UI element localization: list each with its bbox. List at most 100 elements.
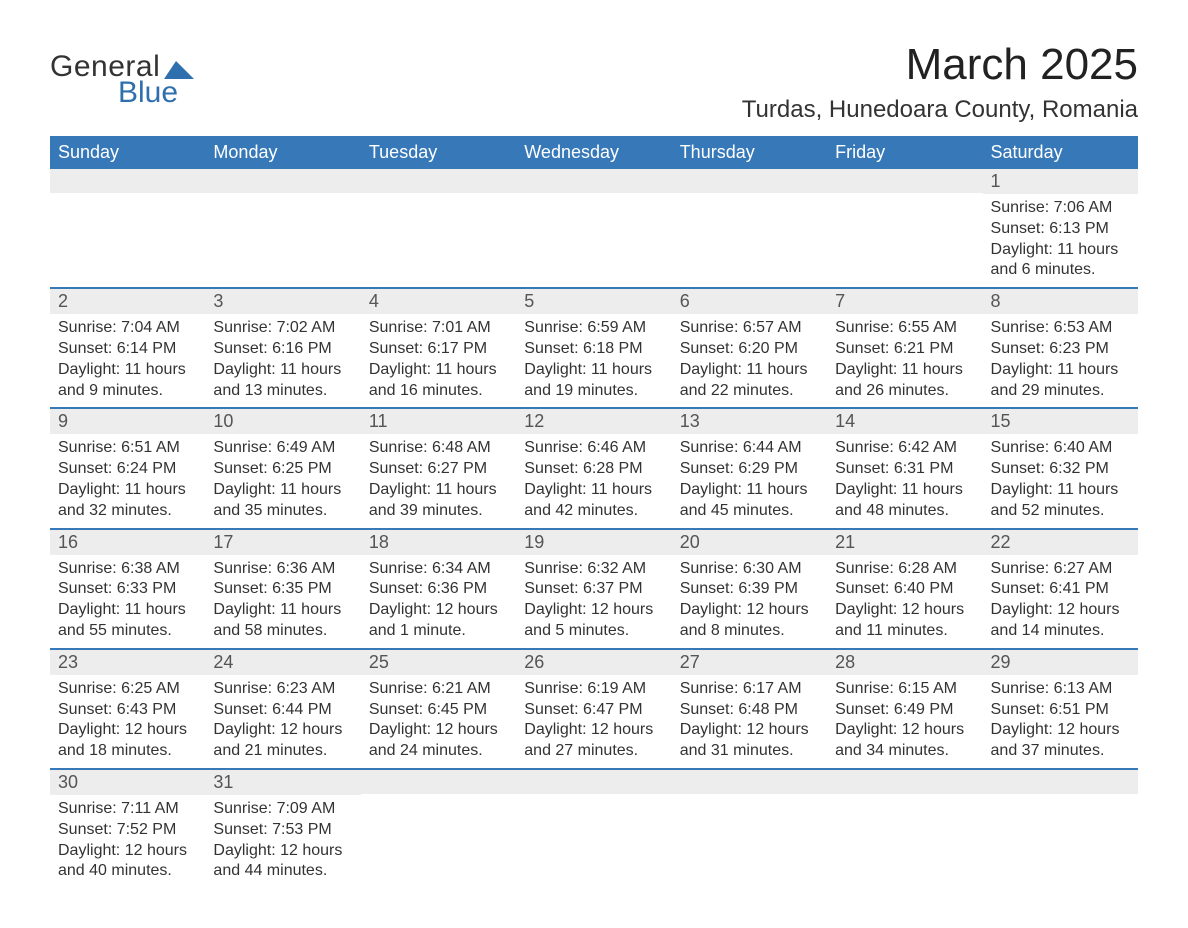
day-data: Sunrise: 7:02 AMSunset: 6:16 PMDaylight:…	[205, 314, 360, 407]
calendar-cell	[827, 169, 982, 288]
calendar-cell: 12Sunrise: 6:46 AMSunset: 6:28 PMDayligh…	[516, 408, 671, 528]
calendar-cell: 19Sunrise: 6:32 AMSunset: 6:37 PMDayligh…	[516, 529, 671, 649]
day-number: 30	[50, 770, 205, 795]
day-number: 9	[50, 409, 205, 434]
calendar-cell	[361, 169, 516, 288]
sunset-label: Sunset: 6:31 PM	[835, 459, 974, 480]
day-data: Sunrise: 6:13 AMSunset: 6:51 PMDaylight:…	[983, 675, 1138, 768]
daylight-label: Daylight: 11 hours and 16 minutes.	[369, 360, 508, 402]
day-number: 18	[361, 530, 516, 555]
sunrise-label: Sunrise: 6:59 AM	[524, 318, 663, 339]
day-number: 23	[50, 650, 205, 675]
daylight-label: Daylight: 11 hours and 32 minutes.	[58, 480, 197, 522]
day-data	[672, 193, 827, 265]
sunrise-label: Sunrise: 6:19 AM	[524, 679, 663, 700]
calendar-cell: 14Sunrise: 6:42 AMSunset: 6:31 PMDayligh…	[827, 408, 982, 528]
sunset-label: Sunset: 6:37 PM	[524, 579, 663, 600]
day-data	[361, 794, 516, 866]
calendar-cell: 22Sunrise: 6:27 AMSunset: 6:41 PMDayligh…	[983, 529, 1138, 649]
sunset-label: Sunset: 6:35 PM	[213, 579, 352, 600]
daylight-label: Daylight: 11 hours and 22 minutes.	[680, 360, 819, 402]
sunset-label: Sunset: 6:39 PM	[680, 579, 819, 600]
day-number: 3	[205, 289, 360, 314]
daylight-label: Daylight: 12 hours and 40 minutes.	[58, 841, 197, 883]
calendar-cell: 13Sunrise: 6:44 AMSunset: 6:29 PMDayligh…	[672, 408, 827, 528]
sunset-label: Sunset: 6:47 PM	[524, 700, 663, 721]
sunrise-label: Sunrise: 7:01 AM	[369, 318, 508, 339]
sunrise-label: Sunrise: 6:32 AM	[524, 559, 663, 580]
sunset-label: Sunset: 6:49 PM	[835, 700, 974, 721]
sunrise-label: Sunrise: 6:51 AM	[58, 438, 197, 459]
sunset-label: Sunset: 6:23 PM	[991, 339, 1130, 360]
day-number	[516, 169, 671, 193]
day-data: Sunrise: 7:11 AMSunset: 7:52 PMDaylight:…	[50, 795, 205, 888]
calendar-cell: 1Sunrise: 7:06 AMSunset: 6:13 PMDaylight…	[983, 169, 1138, 288]
sunset-label: Sunset: 6:14 PM	[58, 339, 197, 360]
day-data: Sunrise: 6:15 AMSunset: 6:49 PMDaylight:…	[827, 675, 982, 768]
calendar-week: 16Sunrise: 6:38 AMSunset: 6:33 PMDayligh…	[50, 529, 1138, 649]
day-number: 2	[50, 289, 205, 314]
month-title: March 2025	[742, 40, 1138, 90]
sunset-label: Sunset: 6:40 PM	[835, 579, 974, 600]
calendar-cell: 8Sunrise: 6:53 AMSunset: 6:23 PMDaylight…	[983, 288, 1138, 408]
day-number	[672, 770, 827, 794]
day-data	[516, 794, 671, 866]
daylight-label: Daylight: 11 hours and 52 minutes.	[991, 480, 1130, 522]
calendar-week: 9Sunrise: 6:51 AMSunset: 6:24 PMDaylight…	[50, 408, 1138, 528]
day-number: 20	[672, 530, 827, 555]
daylight-label: Daylight: 11 hours and 19 minutes.	[524, 360, 663, 402]
calendar-cell: 17Sunrise: 6:36 AMSunset: 6:35 PMDayligh…	[205, 529, 360, 649]
calendar-cell: 23Sunrise: 6:25 AMSunset: 6:43 PMDayligh…	[50, 649, 205, 769]
sunrise-label: Sunrise: 7:02 AM	[213, 318, 352, 339]
sunrise-label: Sunrise: 6:36 AM	[213, 559, 352, 580]
daylight-label: Daylight: 12 hours and 14 minutes.	[991, 600, 1130, 642]
calendar-cell: 26Sunrise: 6:19 AMSunset: 6:47 PMDayligh…	[516, 649, 671, 769]
day-data: Sunrise: 6:36 AMSunset: 6:35 PMDaylight:…	[205, 555, 360, 648]
sunset-label: Sunset: 6:44 PM	[213, 700, 352, 721]
calendar-cell: 4 Sunrise: 7:01 AMSunset: 6:17 PMDaylight…	[361, 288, 516, 408]
sunrise-label: Sunrise: 7:04 AM	[58, 318, 197, 339]
sunset-label: Sunset: 6:17 PM	[369, 339, 508, 360]
daylight-label: Daylight: 12 hours and 11 minutes.	[835, 600, 974, 642]
day-number: 11	[361, 409, 516, 434]
calendar-cell: 31Sunrise: 7:09 AMSunset: 7:53 PMDayligh…	[205, 769, 360, 888]
calendar-cell: 21Sunrise: 6:28 AMSunset: 6:40 PMDayligh…	[827, 529, 982, 649]
sunrise-label: Sunrise: 6:48 AM	[369, 438, 508, 459]
day-data	[827, 193, 982, 265]
col-monday: Monday	[205, 136, 360, 169]
sunset-label: Sunset: 6:41 PM	[991, 579, 1130, 600]
day-number	[361, 770, 516, 794]
sunrise-label: Sunrise: 6:55 AM	[835, 318, 974, 339]
day-data: Sunrise: 6:28 AMSunset: 6:40 PMDaylight:…	[827, 555, 982, 648]
day-data: Sunrise: 7:06 AMSunset: 6:13 PMDaylight:…	[983, 194, 1138, 287]
daylight-label: Daylight: 12 hours and 24 minutes.	[369, 720, 508, 762]
day-number: 5	[516, 289, 671, 314]
day-number: 10	[205, 409, 360, 434]
day-data: Sunrise: 6:25 AMSunset: 6:43 PMDaylight:…	[50, 675, 205, 768]
daylight-label: Daylight: 11 hours and 45 minutes.	[680, 480, 819, 522]
daylight-label: Daylight: 11 hours and 9 minutes.	[58, 360, 197, 402]
daylight-label: Daylight: 11 hours and 55 minutes.	[58, 600, 197, 642]
header: General Blue March 2025 Turdas, Hunedoar…	[50, 40, 1138, 132]
day-number	[827, 770, 982, 794]
day-number	[516, 770, 671, 794]
day-number	[50, 169, 205, 193]
sunset-label: Sunset: 7:52 PM	[58, 820, 197, 841]
calendar-cell: 18Sunrise: 6:34 AMSunset: 6:36 PMDayligh…	[361, 529, 516, 649]
day-data: Sunrise: 6:53 AMSunset: 6:23 PMDaylight:…	[983, 314, 1138, 407]
sunset-label: Sunset: 6:28 PM	[524, 459, 663, 480]
day-number: 1	[983, 169, 1138, 194]
calendar-cell: 15Sunrise: 6:40 AMSunset: 6:32 PMDayligh…	[983, 408, 1138, 528]
day-number: 25	[361, 650, 516, 675]
sunset-label: Sunset: 6:21 PM	[835, 339, 974, 360]
sunset-label: Sunset: 6:27 PM	[369, 459, 508, 480]
col-wednesday: Wednesday	[516, 136, 671, 169]
day-data: Sunrise: 6:42 AMSunset: 6:31 PMDaylight:…	[827, 434, 982, 527]
daylight-label: Daylight: 12 hours and 34 minutes.	[835, 720, 974, 762]
calendar-week: 2Sunrise: 7:04 AMSunset: 6:14 PMDaylight…	[50, 288, 1138, 408]
calendar-cell	[672, 169, 827, 288]
calendar-week: 1Sunrise: 7:06 AMSunset: 6:13 PMDaylight…	[50, 169, 1138, 288]
day-number: 4	[361, 289, 516, 314]
day-number: 6	[672, 289, 827, 314]
calendar-cell: 28Sunrise: 6:15 AMSunset: 6:49 PMDayligh…	[827, 649, 982, 769]
